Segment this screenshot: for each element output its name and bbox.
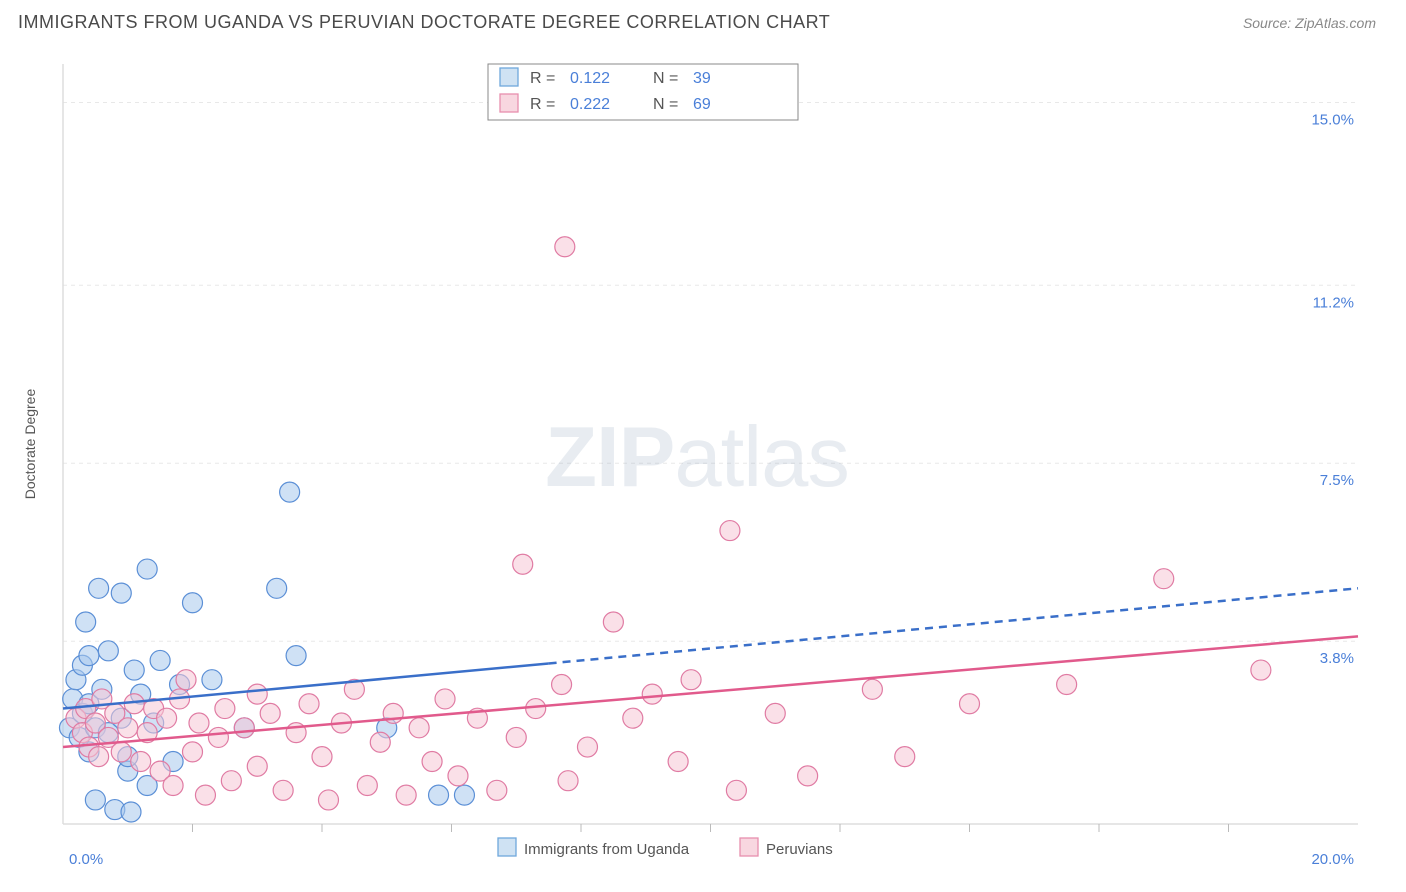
- data-point: [221, 771, 241, 791]
- data-point: [862, 679, 882, 699]
- data-point: [487, 780, 507, 800]
- data-point: [131, 751, 151, 771]
- data-point: [577, 737, 597, 757]
- y-axis-label: Doctorate Degree: [22, 389, 38, 500]
- legend-r-value: 0.122: [570, 70, 610, 87]
- data-point: [642, 684, 662, 704]
- data-point: [85, 790, 105, 810]
- y-tick-label: 3.8%: [1320, 650, 1354, 667]
- legend-r-label: R =: [530, 70, 555, 87]
- data-point: [299, 694, 319, 714]
- data-point: [137, 559, 157, 579]
- series-peruvians: [66, 237, 1271, 810]
- data-point: [163, 776, 183, 796]
- legend-n-value: 39: [693, 70, 711, 87]
- header: IMMIGRANTS FROM UGANDA VS PERUVIAN DOCTO…: [0, 0, 1406, 41]
- data-point: [280, 482, 300, 502]
- data-point: [623, 708, 643, 728]
- data-point: [318, 790, 338, 810]
- data-point: [79, 646, 99, 666]
- data-point: [89, 747, 109, 767]
- data-point: [895, 747, 915, 767]
- data-point: [396, 785, 416, 805]
- data-point: [798, 766, 818, 786]
- x-min-label: 0.0%: [69, 851, 103, 868]
- data-point: [176, 670, 196, 690]
- data-point: [1154, 569, 1174, 589]
- series-uganda: [59, 482, 474, 822]
- data-point: [98, 641, 118, 661]
- data-point: [555, 237, 575, 257]
- data-point: [215, 699, 235, 719]
- legend-n-label: N =: [653, 70, 678, 87]
- data-point: [124, 660, 144, 680]
- data-point: [76, 612, 96, 632]
- source-attribution: Source: ZipAtlas.com: [1243, 15, 1376, 31]
- y-tick-label: 15.0%: [1311, 111, 1354, 128]
- chart-title: IMMIGRANTS FROM UGANDA VS PERUVIAN DOCTO…: [18, 12, 830, 33]
- correlation-scatter-chart: 3.8% 7.5% 11.2% 15.0% 0.0% 20.0% Doctorate Deg…: [18, 44, 1376, 872]
- trend-line-dashed-uganda: [549, 588, 1358, 663]
- data-point: [357, 776, 377, 796]
- chart-container: 3.8% 7.5% 11.2% 15.0% 0.0% 20.0% Doctorate Deg…: [18, 44, 1376, 872]
- y-tick-label: 7.5%: [1320, 472, 1354, 489]
- data-point: [1057, 675, 1077, 695]
- data-point: [513, 554, 533, 574]
- data-point: [267, 578, 287, 598]
- data-point: [189, 713, 209, 733]
- data-point: [429, 785, 449, 805]
- data-point: [526, 699, 546, 719]
- data-point: [183, 593, 203, 613]
- bottom-legend-label: Peruvians: [766, 841, 833, 858]
- data-point: [208, 727, 228, 747]
- data-point: [247, 684, 267, 704]
- data-point: [89, 578, 109, 598]
- bottom-legend-swatch: [498, 838, 516, 856]
- data-point: [195, 785, 215, 805]
- x-max-label: 20.0%: [1311, 851, 1354, 868]
- data-point: [435, 689, 455, 709]
- legend-n-label: N =: [653, 96, 678, 113]
- data-point: [681, 670, 701, 690]
- data-point: [422, 751, 442, 771]
- data-point: [668, 751, 688, 771]
- data-point: [286, 646, 306, 666]
- data-point: [370, 732, 390, 752]
- data-point: [183, 742, 203, 762]
- legend-r-label: R =: [530, 96, 555, 113]
- data-point: [448, 766, 468, 786]
- data-point: [603, 612, 623, 632]
- bottom-legend-label: Immigrants from Uganda: [524, 841, 690, 858]
- data-point: [558, 771, 578, 791]
- legend-swatch: [500, 68, 518, 86]
- data-point: [960, 694, 980, 714]
- data-point: [273, 780, 293, 800]
- data-point: [506, 727, 526, 747]
- data-point: [260, 703, 280, 723]
- data-point: [312, 747, 332, 767]
- data-point: [111, 583, 131, 603]
- data-point: [247, 756, 267, 776]
- data-point: [726, 780, 746, 800]
- data-point: [202, 670, 222, 690]
- legend-n-value: 69: [693, 96, 711, 113]
- y-tick-label: 11.2%: [1313, 294, 1354, 311]
- data-point: [765, 703, 785, 723]
- data-point: [552, 675, 572, 695]
- data-point: [157, 708, 177, 728]
- data-point: [150, 650, 170, 670]
- legend-swatch: [500, 94, 518, 112]
- legend-r-value: 0.222: [570, 96, 610, 113]
- data-point: [234, 718, 254, 738]
- data-point: [1251, 660, 1271, 680]
- data-point: [118, 718, 138, 738]
- data-point: [720, 521, 740, 541]
- data-point: [121, 802, 141, 822]
- bottom-legend-swatch: [740, 838, 758, 856]
- data-point: [111, 742, 131, 762]
- data-point: [409, 718, 429, 738]
- data-point: [454, 785, 474, 805]
